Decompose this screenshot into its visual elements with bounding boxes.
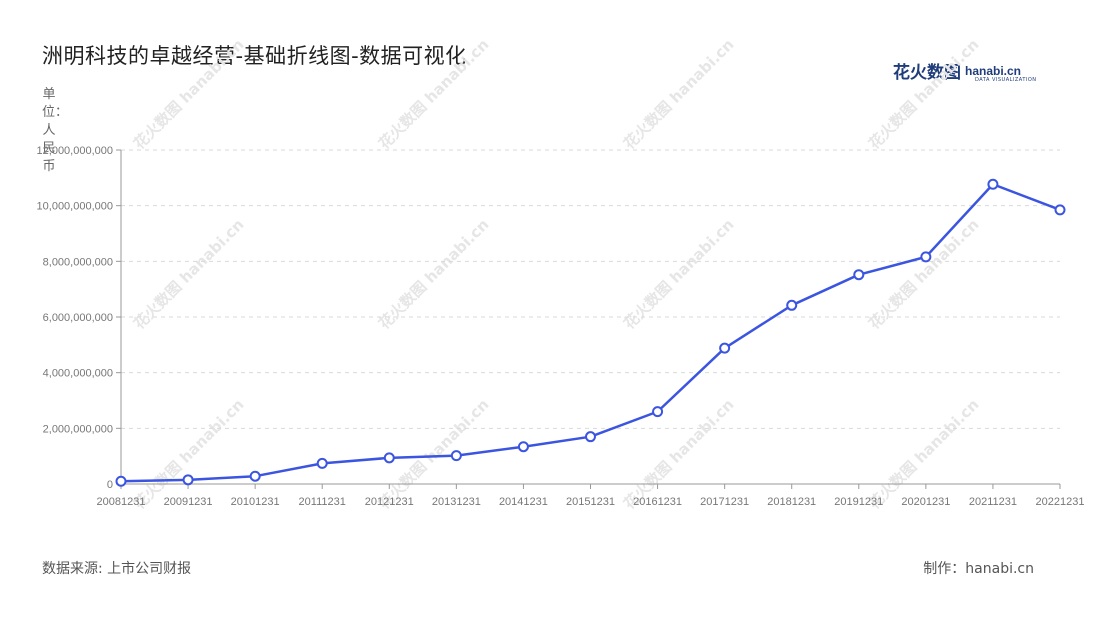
data-point — [786, 299, 798, 311]
data-point — [249, 470, 261, 482]
x-tick-label: 20091231 — [164, 496, 213, 508]
data-point — [853, 269, 865, 281]
data-point — [115, 475, 127, 487]
y-tick-label: 4,000,000,000 — [43, 368, 113, 380]
watermark: 花火数图 hanabi.cn — [865, 35, 982, 152]
data-source: 数据来源: 上市公司财报 — [42, 561, 192, 577]
x-tick-label: 20201231 — [901, 496, 950, 508]
watermark: 花火数图 hanabi.cn — [865, 215, 982, 332]
data-point — [450, 450, 462, 462]
data-point — [383, 452, 395, 464]
x-tick-label: 20081231 — [97, 496, 146, 508]
logo-subtitle: DATA VISUALIZATION — [975, 77, 1037, 83]
x-tick-label: 20141231 — [499, 496, 548, 508]
logo-text-en: hanabi.cn — [965, 63, 1022, 78]
y-tick-label: 12,000,000,000 — [37, 145, 113, 157]
y-tick-label: 6,000,000,000 — [43, 312, 113, 324]
y-tick-label: 2,000,000,000 — [43, 423, 113, 435]
watermark: 花火数图 hanabi.cn — [130, 35, 247, 152]
data-point — [987, 178, 999, 190]
logo-text-cn: 花火数图 — [893, 63, 961, 83]
x-tick-label: 20161231 — [633, 496, 682, 508]
chart-title: 洲明科技的卓越经营-基础折线图-数据可视化 — [42, 44, 467, 68]
watermark: 花火数图 hanabi.cn — [620, 35, 737, 152]
data-point — [920, 251, 932, 263]
x-tick-label: 20191231 — [834, 496, 883, 508]
watermark: 花火数图 hanabi.cn — [375, 215, 492, 332]
x-tick-label: 20131231 — [432, 496, 481, 508]
y-tick-label: 10,000,000,000 — [37, 201, 113, 213]
credit: 制作：hanabi.cn — [923, 561, 1034, 577]
watermark: 花火数图 hanabi.cn — [620, 215, 737, 332]
brand-logo: 花火数图 hanabi.cn DATA VISUALIZATION — [893, 58, 1036, 83]
data-point — [182, 474, 194, 486]
data-point — [316, 457, 328, 469]
x-tick-label: 20111231 — [299, 496, 346, 508]
y-tick-label: 8,000,000,000 — [43, 256, 113, 268]
x-tick-label: 20101231 — [231, 496, 280, 508]
data-point — [652, 406, 664, 418]
x-tick-label: 20121231 — [365, 496, 414, 508]
x-tick-label: 20211231 — [969, 496, 1017, 508]
data-point — [719, 342, 731, 354]
x-tick-label: 20181231 — [767, 496, 816, 508]
data-point — [585, 431, 596, 443]
data-point — [517, 441, 529, 453]
x-tick-label: 20151231 — [566, 496, 615, 508]
x-tick-label: 20171231 — [700, 496, 749, 508]
y-tick-label: 0 — [107, 479, 113, 491]
x-tick-label: 20221231 — [1036, 496, 1085, 508]
watermark: 花火数图 hanabi.cn — [130, 215, 247, 332]
watermark: 花火数图 hanabi.cn — [375, 35, 492, 152]
data-point — [1054, 204, 1066, 216]
